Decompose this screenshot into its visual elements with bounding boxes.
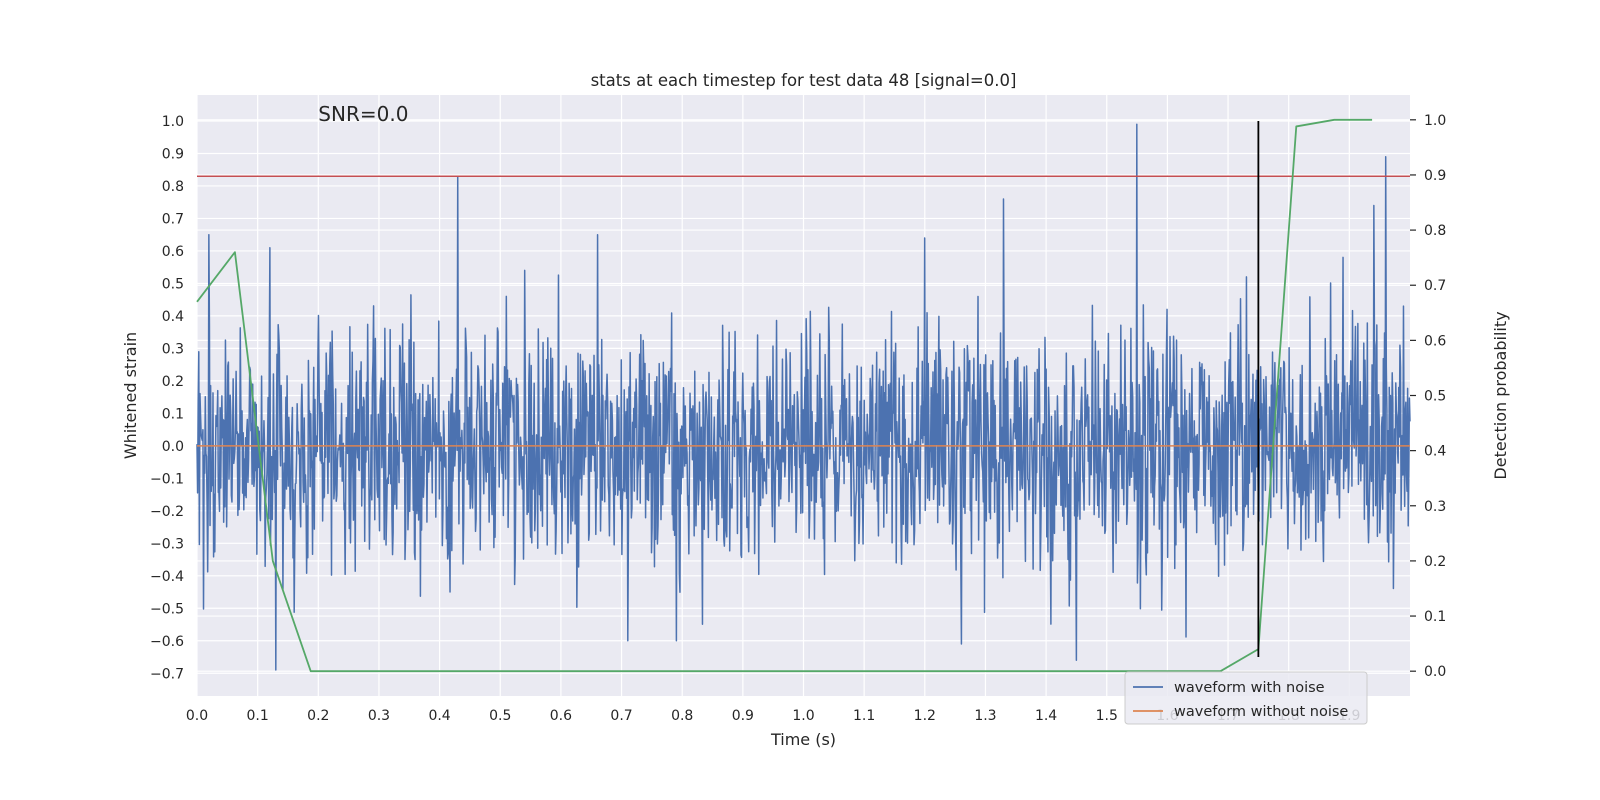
- series-layer: [196, 118, 1411, 673]
- legend-label-waveform-without-noise: waveform without noise: [1174, 704, 1348, 720]
- y2-tick-label: 0.6: [1424, 333, 1446, 349]
- x-tick-label: 0.6: [550, 708, 572, 724]
- y-tick-label: −0.5: [150, 601, 184, 617]
- y-tick-label: 0.1: [162, 406, 184, 422]
- x-tick-label: 0.8: [671, 708, 693, 724]
- series-line-waveform-with-noise: [196, 123, 1411, 671]
- y-tick-label: −0.2: [150, 504, 184, 520]
- legend: waveform with noise waveform without noi…: [1124, 671, 1368, 725]
- y2-tick-label: 0.2: [1424, 554, 1446, 570]
- y-tick-label: −0.4: [150, 569, 184, 585]
- x-tick-label: 1.3: [974, 708, 996, 724]
- y-tick-label: 0.2: [162, 374, 184, 390]
- x-tick-label: 1.5: [1096, 708, 1118, 724]
- y-tick-label: −0.3: [150, 536, 184, 552]
- x-tick-label: 0.7: [610, 708, 632, 724]
- y-tick-label: 0.4: [162, 309, 184, 325]
- y-tick-label: 0.0: [162, 439, 184, 455]
- y2-tick-label: 0.4: [1424, 444, 1446, 460]
- y-tick-label: 0.7: [162, 211, 184, 227]
- x-tick-label: 1.0: [792, 708, 814, 724]
- y-tick-label: 0.3: [162, 341, 184, 357]
- y-tick-label: 0.5: [162, 276, 184, 292]
- snr-annotation: SNR=0.0: [318, 102, 408, 126]
- y2-tick-label: 0.1: [1424, 609, 1446, 625]
- series-line-detection-probability: [196, 118, 1373, 673]
- y-tick-label: −0.7: [150, 666, 184, 682]
- x-tick-label: 0.3: [368, 708, 390, 724]
- x-tick-label: 0.0: [186, 708, 208, 724]
- y2-axis-label: Detection probability: [1491, 311, 1510, 479]
- x-tick-label: 0.4: [428, 708, 450, 724]
- y2-tick-label: 0.9: [1424, 168, 1446, 184]
- x-tick-label: 1.4: [1035, 708, 1057, 724]
- y-tick-label: −0.6: [150, 634, 184, 650]
- y-axis-label: Whitened strain: [121, 332, 140, 459]
- x-tick-label: 0.1: [247, 708, 269, 724]
- x-tick-label: 0.9: [732, 708, 754, 724]
- y2-tick-label: 0.0: [1424, 664, 1446, 680]
- y-axis-ticks: −0.7 −0.6 −0.5 −0.4 −0.3 −0.2 −0.1 0.0 0.1 0.2 0.3…: [150, 114, 184, 682]
- x-tick-label: 1.2: [914, 708, 936, 724]
- y-tick-label: 0.6: [162, 244, 184, 260]
- legend-box: [1124, 671, 1368, 725]
- y-tick-label: 0.9: [162, 146, 184, 162]
- y2-axis-ticks: 0.0 0.1 0.2 0.3 0.4 0.5 0.6 0.7 0.8 0.9 1.0: [1410, 113, 1446, 680]
- x-tick-label: 1.1: [853, 708, 875, 724]
- x-tick-label: 0.2: [307, 708, 329, 724]
- y2-tick-label: 1.0: [1424, 113, 1446, 129]
- y2-tick-label: 0.5: [1424, 389, 1446, 405]
- y2-tick-label: 0.7: [1424, 278, 1446, 294]
- x-tick-label: 0.5: [489, 708, 511, 724]
- y-tick-label: −0.1: [150, 471, 184, 487]
- y-tick-label: 0.8: [162, 179, 184, 195]
- x-axis-label: Time (s): [770, 730, 836, 749]
- legend-label-waveform-with-noise: waveform with noise: [1174, 680, 1325, 696]
- y-tick-label: 1.0: [162, 114, 184, 130]
- y2-tick-label: 0.3: [1424, 499, 1446, 515]
- chart-title: stats at each timestep for test data 48 …: [591, 71, 1017, 90]
- y2-tick-label: 0.8: [1424, 223, 1446, 239]
